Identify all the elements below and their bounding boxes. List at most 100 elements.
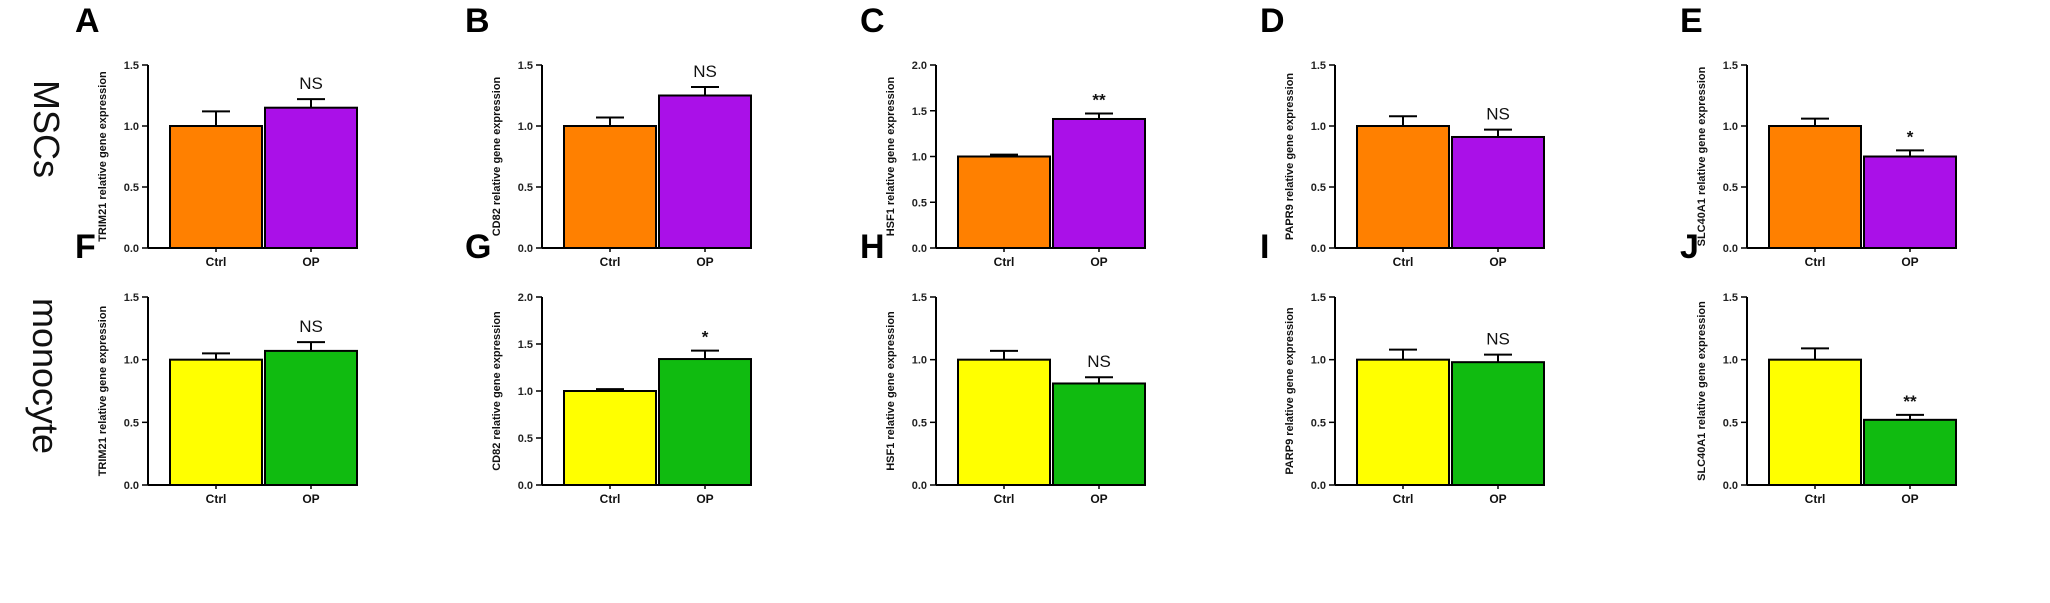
y-tick-label: 1.5 bbox=[1723, 60, 1738, 72]
panel-C: C 0.0 0.5 1.0 1.5 2.0 HSF1 relative gene expre… bbox=[860, 2, 1146, 269]
bar-op bbox=[1052, 382, 1146, 487]
y-tick-label: 0.5 bbox=[1723, 417, 1738, 429]
y-tick-label: 1.0 bbox=[518, 386, 533, 398]
category-label: OP bbox=[302, 492, 319, 506]
significance-label: NS bbox=[299, 74, 323, 93]
y-axis-label: PARP9 relative gene expression bbox=[1284, 307, 1296, 475]
category-label: OP bbox=[1489, 255, 1506, 269]
y-axis-label: TRIM21 relative gene expression bbox=[97, 71, 109, 242]
y-tick-label: 1.0 bbox=[1311, 121, 1326, 133]
category-label: Ctrl bbox=[1805, 492, 1826, 506]
significance-label: NS bbox=[693, 62, 717, 81]
bar-op bbox=[1451, 135, 1545, 249]
panel-letter: I bbox=[1260, 228, 1269, 266]
y-tick-label: 1.0 bbox=[1723, 121, 1738, 133]
panel-letter: J bbox=[1680, 228, 1699, 266]
y-tick-label: 0.0 bbox=[912, 480, 927, 492]
y-axis-label: CD82 relative gene expression bbox=[491, 76, 503, 236]
y-tick-label: 0.5 bbox=[912, 417, 927, 429]
y-tick-label: 0.5 bbox=[124, 182, 139, 194]
panel-letter: E bbox=[1680, 2, 1703, 40]
y-axis-label: PAPR9 relative gene expression bbox=[1284, 73, 1296, 241]
y-tick-label: 1.0 bbox=[124, 121, 139, 133]
bar-op bbox=[658, 358, 752, 487]
y-tick-label: 1.0 bbox=[1311, 355, 1326, 367]
y-tick-label: 0.0 bbox=[124, 243, 139, 255]
significance-label: NS bbox=[1486, 330, 1510, 349]
y-tick-label: 0.5 bbox=[1723, 182, 1738, 194]
category-label: Ctrl bbox=[1393, 255, 1414, 269]
panel-I: I 0.0 0.5 1.0 1.5 PARP9 relative gene express… bbox=[1260, 228, 1545, 506]
y-tick-label: 1.0 bbox=[518, 121, 533, 133]
category-label: OP bbox=[302, 255, 319, 269]
significance-label: ** bbox=[1092, 90, 1106, 109]
bar-ctrl bbox=[563, 390, 657, 486]
y-tick-label: 1.0 bbox=[124, 355, 139, 367]
category-label: OP bbox=[1901, 492, 1918, 506]
y-axis-label: SLC40A1 relative gene expression bbox=[1696, 66, 1708, 246]
y-tick-label: 2.0 bbox=[518, 292, 533, 304]
significance-label: NS bbox=[1087, 352, 1111, 371]
y-axis-label: HSF1 relative gene expression bbox=[885, 311, 897, 471]
y-tick-label: 1.0 bbox=[912, 355, 927, 367]
y-tick-label: 0.0 bbox=[1723, 480, 1738, 492]
bar-ctrl bbox=[169, 358, 263, 486]
y-axis-label: TRIM21 relative gene expression bbox=[97, 305, 109, 476]
panel-letter: H bbox=[860, 228, 885, 266]
bar-op bbox=[264, 349, 358, 487]
y-tick-label: 0.0 bbox=[1311, 480, 1326, 492]
category-label: OP bbox=[1090, 492, 1107, 506]
y-tick-label: 1.5 bbox=[912, 292, 927, 304]
y-tick-label: 1.0 bbox=[1723, 355, 1738, 367]
bar-op bbox=[1451, 361, 1545, 487]
category-label: OP bbox=[696, 255, 713, 269]
category-label: Ctrl bbox=[994, 492, 1015, 506]
category-label: OP bbox=[1090, 255, 1107, 269]
panel-letter: C bbox=[860, 2, 885, 40]
y-tick-label: 1.5 bbox=[1311, 292, 1326, 304]
category-label: Ctrl bbox=[206, 492, 227, 506]
y-tick-label: 1.5 bbox=[124, 60, 139, 72]
panel-B: B 0.0 0.5 1.0 1.5 CD82 relative gene expressi… bbox=[465, 2, 752, 269]
panel-G: G 0.0 0.5 1.0 1.5 2.0 CD82 relative gene expre… bbox=[465, 228, 752, 506]
panel-E: E 0.0 0.5 1.0 1.5 SLC40A1 relative gene expre… bbox=[1680, 2, 1957, 269]
y-tick-label: 2.0 bbox=[912, 60, 927, 72]
bar-op bbox=[1863, 155, 1957, 249]
panel-F: F 0.0 0.5 1.0 1.5 TRIM21 relative gene expres… bbox=[75, 228, 358, 506]
y-tick-label: 0.5 bbox=[518, 433, 533, 445]
y-tick-label: 0.0 bbox=[518, 243, 533, 255]
bar-ctrl bbox=[1356, 358, 1450, 486]
category-label: Ctrl bbox=[1393, 492, 1414, 506]
y-tick-label: 1.0 bbox=[912, 152, 927, 164]
significance-label: ** bbox=[1903, 392, 1917, 411]
y-tick-label: 0.5 bbox=[912, 197, 927, 209]
y-tick-label: 1.5 bbox=[518, 339, 533, 351]
y-axis-label: SLC40A1 relative gene expression bbox=[1696, 301, 1708, 481]
category-label: OP bbox=[696, 492, 713, 506]
y-tick-label: 0.0 bbox=[518, 480, 533, 492]
y-tick-label: 0.0 bbox=[912, 243, 927, 255]
panel-letter: G bbox=[465, 228, 491, 266]
significance-label: NS bbox=[1486, 105, 1510, 124]
y-tick-label: 1.5 bbox=[1311, 60, 1326, 72]
bar-op bbox=[1052, 117, 1146, 249]
bar-ctrl bbox=[1768, 358, 1862, 486]
y-tick-label: 0.0 bbox=[124, 480, 139, 492]
y-tick-label: 0.5 bbox=[1311, 417, 1326, 429]
category-label: OP bbox=[1489, 492, 1506, 506]
panel-letter: A bbox=[75, 2, 100, 40]
category-label: Ctrl bbox=[600, 492, 621, 506]
bar-op bbox=[264, 106, 358, 249]
category-label: Ctrl bbox=[600, 255, 621, 269]
panel-A: A 0.0 0.5 1.0 1.5 TRIM21 relative gene expres… bbox=[75, 2, 358, 269]
bar-ctrl bbox=[1356, 125, 1450, 249]
bar-ctrl bbox=[957, 155, 1051, 249]
y-tick-label: 1.5 bbox=[912, 106, 927, 118]
bar-op bbox=[1863, 418, 1957, 486]
y-tick-label: 0.5 bbox=[124, 417, 139, 429]
y-axis-label: HSF1 relative gene expression bbox=[885, 76, 897, 236]
significance-label: * bbox=[1907, 127, 1914, 146]
bar-ctrl bbox=[169, 125, 263, 249]
significance-label: * bbox=[702, 328, 709, 347]
